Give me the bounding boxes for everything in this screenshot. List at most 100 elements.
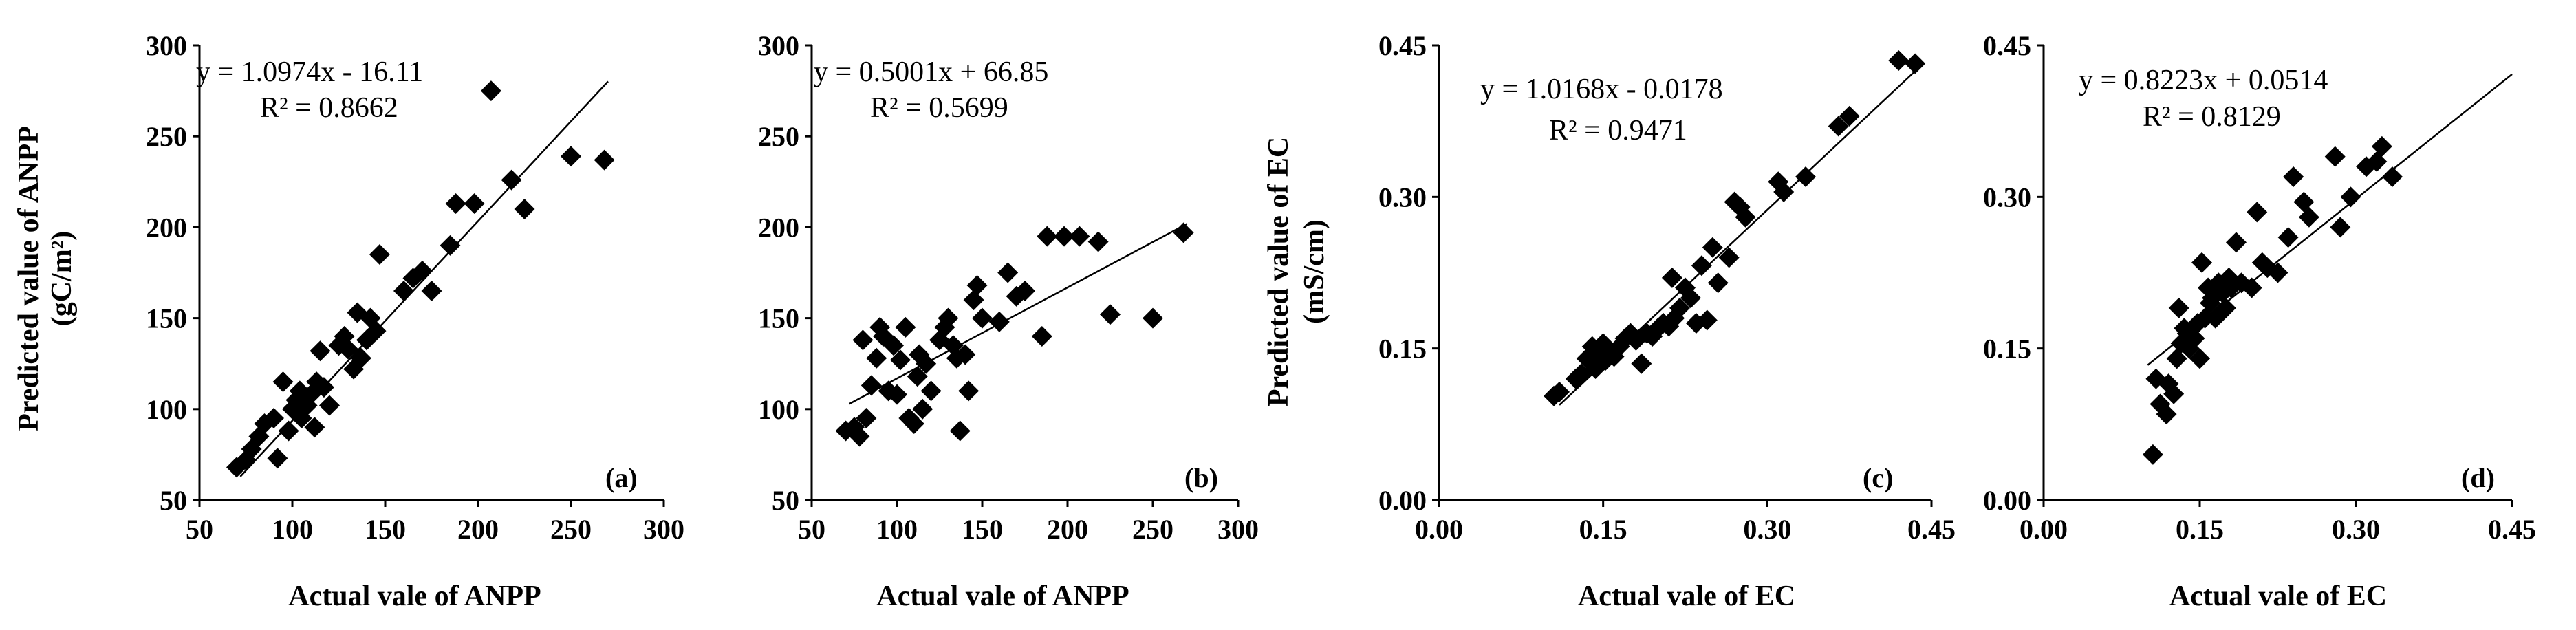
data-point-b <box>907 366 928 387</box>
data-point-b <box>1015 280 1035 301</box>
data-point-b <box>963 290 984 311</box>
data-point-c <box>1549 381 1570 402</box>
x-tick-label-c: 0.30 <box>1743 514 1791 545</box>
data-point-b <box>856 408 877 429</box>
y-tick-label-d: 0.45 <box>1983 30 2031 61</box>
data-point-d <box>2340 186 2361 208</box>
data-point-c <box>1669 297 1691 318</box>
data-point-d <box>2156 404 2177 425</box>
y-tick-label-c: 0.15 <box>1378 334 1427 365</box>
data-point-d <box>2371 135 2392 157</box>
data-point-b <box>1087 231 1109 252</box>
data-point-b <box>861 375 882 396</box>
x-tick-label-b: 50 <box>798 514 825 545</box>
data-point-a <box>594 149 615 171</box>
x-tick-label-d: 0.45 <box>2488 514 2536 545</box>
data-point-c <box>1696 309 1718 331</box>
data-point-a <box>480 80 501 102</box>
panel-label-a: (a) <box>605 462 638 493</box>
y-tick-label-b: 100 <box>758 394 799 425</box>
data-point-d <box>2277 227 2299 248</box>
panel-label-d: (d) <box>2461 462 2495 493</box>
x-tick-label-b: 300 <box>1217 514 1259 545</box>
y-axis-unit-anpp: (gC/m²) <box>46 231 78 327</box>
y-tick-label-d: 0.30 <box>1983 182 2031 213</box>
y-tick-label-a: 50 <box>160 485 187 516</box>
data-point-b <box>949 420 971 442</box>
data-point-a <box>501 169 522 191</box>
equation-d: y = 0.8223x + 0.0514 <box>2079 65 2328 96</box>
equation-b: y = 0.5001x + 66.85 <box>814 56 1048 88</box>
data-point-a <box>514 198 535 219</box>
equation-a: y = 1.0974x - 16.11 <box>196 56 423 88</box>
x-tick-label-a: 50 <box>186 514 213 545</box>
x-tick-label-a: 250 <box>550 514 592 545</box>
trendline-b <box>848 223 1188 405</box>
data-point-d <box>2168 297 2189 318</box>
data-point-b <box>912 398 933 420</box>
data-point-c <box>1905 53 1926 74</box>
data-point-b <box>883 335 905 356</box>
y-tick-label-a: 150 <box>146 303 187 334</box>
plot-area-c: 0.00 0.15 0.30 0.45 0.00 0.15 0.30 0.45 <box>1378 30 1956 545</box>
data-point-b <box>1100 304 1121 325</box>
data-point-d <box>2381 166 2403 187</box>
data-point-a <box>464 193 485 215</box>
r-squared-c: R² = 0.9471 <box>1549 115 1687 146</box>
x-tick-label-b: 200 <box>1047 514 1088 545</box>
data-point-d <box>2184 327 2205 349</box>
data-point-b <box>988 311 1010 332</box>
plot-area-a: 50 100 150 200 250 300 50 100 150 200 250 300 <box>146 30 684 545</box>
scatter-panel-a: 50 100 150 200 250 300 50 100 150 200 250 300 y = 1… <box>146 30 684 612</box>
data-point-b <box>849 426 870 447</box>
data-point-b <box>1037 226 1058 247</box>
y-tick-label-b: 50 <box>772 485 799 516</box>
x-axis-title-d: Actual vale of EC <box>2169 580 2387 612</box>
y-tick-label-d: 0.15 <box>1983 334 2031 365</box>
data-point-c <box>1702 237 1723 258</box>
data-point-a <box>304 417 325 438</box>
y-tick-label-c: 0.45 <box>1378 30 1427 61</box>
equation-c: y = 1.0168x - 0.0178 <box>1480 74 1723 105</box>
data-point-a <box>313 377 334 398</box>
data-point-b <box>972 307 993 329</box>
x-tick-label-a: 300 <box>643 514 684 545</box>
data-point-b <box>1069 226 1090 247</box>
data-point-a <box>393 280 414 301</box>
data-point-a <box>319 395 340 416</box>
data-point-b <box>955 344 976 365</box>
x-tick-label-c: 0.15 <box>1579 514 1627 545</box>
plot-area-d: 0.00 0.15 0.30 0.45 0.00 0.15 0.30 0.45 <box>1983 30 2536 545</box>
data-point-a <box>272 371 294 393</box>
data-point-a <box>263 408 284 429</box>
y-tick-label-b: 300 <box>758 30 799 61</box>
data-point-c <box>1680 287 1701 309</box>
x-tick-label-a: 100 <box>272 514 313 545</box>
y-tick-label-b: 250 <box>758 121 799 152</box>
y-tick-label-a: 300 <box>146 30 187 61</box>
data-point-d <box>2189 348 2210 369</box>
y-tick-label-b: 150 <box>758 303 799 334</box>
y-tick-label-c: 0.00 <box>1378 485 1427 516</box>
x-tick-label-b: 150 <box>962 514 1003 545</box>
x-tick-label-a: 200 <box>457 514 499 545</box>
data-point-d <box>2247 202 2268 223</box>
scatter-panel-d: 0.00 0.15 0.30 0.45 0.00 0.15 0.30 0.45 y = 0.8… <box>1983 30 2536 612</box>
data-point-d <box>2142 444 2163 465</box>
data-point-b <box>997 262 1019 283</box>
data-point-a <box>310 340 331 362</box>
r-squared-d: R² = 0.8129 <box>2143 101 2281 133</box>
data-point-a <box>350 347 371 369</box>
y-tick-label-d: 0.00 <box>1983 485 2031 516</box>
data-point-a <box>445 193 466 215</box>
data-point-b <box>1173 222 1194 243</box>
data-point-a <box>421 280 442 301</box>
data-point-c <box>1828 116 1849 137</box>
y-axis-unit-ec: (mS/cm) <box>1299 219 1330 324</box>
data-point-d <box>2163 383 2185 404</box>
data-point-d <box>2283 166 2304 187</box>
data-point-b <box>920 380 942 402</box>
data-point-a <box>369 244 390 265</box>
x-tick-label-c: 0.00 <box>1415 514 1463 545</box>
